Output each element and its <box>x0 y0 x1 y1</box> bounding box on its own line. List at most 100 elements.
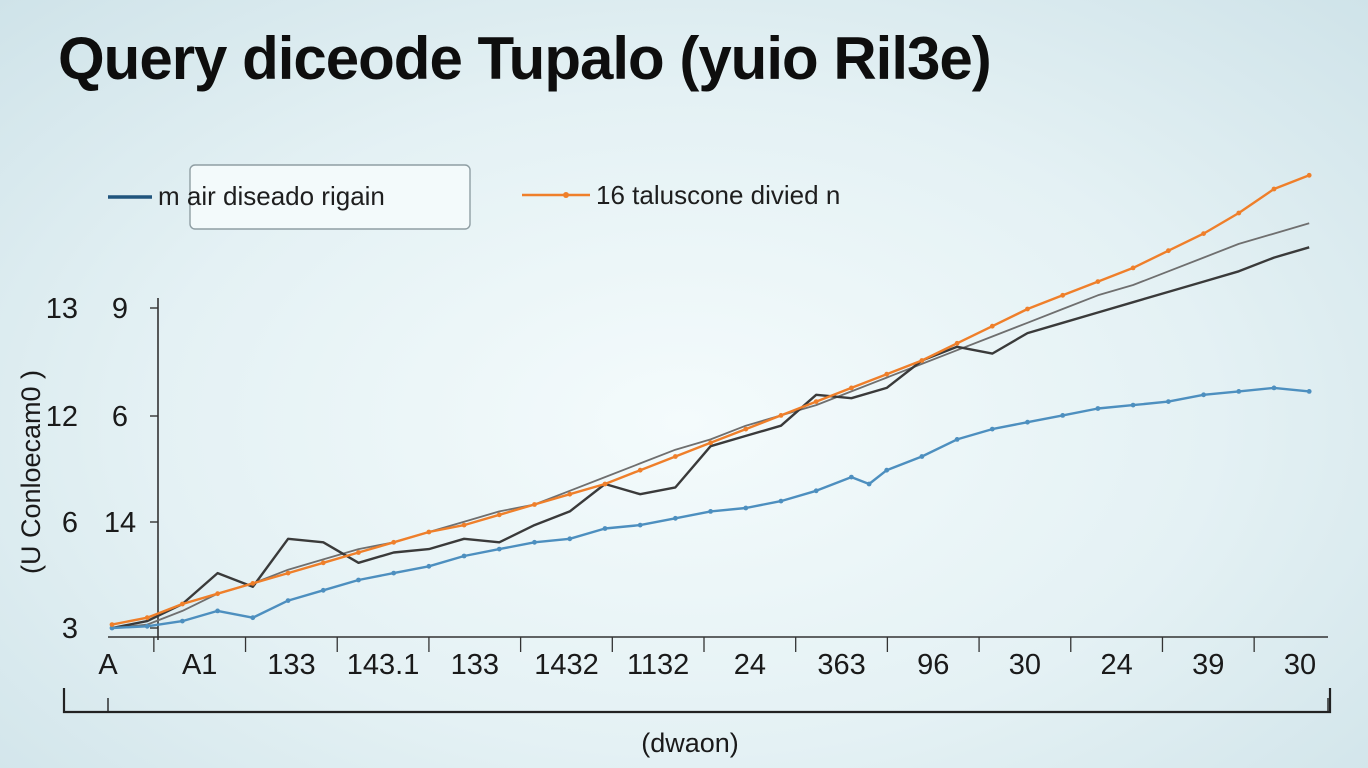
data-point <box>813 399 819 404</box>
data-point <box>215 591 221 597</box>
data-point <box>461 553 467 559</box>
data-point <box>602 526 608 531</box>
x-tick-label: 1432 <box>534 649 599 681</box>
data-point <box>356 577 361 583</box>
data-point <box>144 623 150 629</box>
data-point <box>215 608 221 614</box>
legend: m air diseado rigain 16 taluscone divied … <box>108 164 840 230</box>
data-point <box>884 467 890 473</box>
data-point <box>989 426 995 432</box>
data-point <box>743 426 749 432</box>
data-point <box>954 437 960 442</box>
x-tick-label: 133 <box>451 649 499 681</box>
data-point <box>496 546 502 552</box>
data-point <box>285 570 291 576</box>
data-point <box>1201 392 1206 398</box>
data-point <box>109 625 115 631</box>
y-tick-label: 13 <box>46 293 78 325</box>
data-point <box>1201 231 1206 237</box>
data-point <box>673 454 678 459</box>
data-point <box>1166 248 1171 254</box>
data-point <box>496 512 502 518</box>
data-point <box>356 550 361 555</box>
data-point <box>849 385 854 391</box>
legend-marker <box>563 192 569 198</box>
data-point <box>250 581 256 586</box>
x-tick-label: 143.1 <box>347 649 420 681</box>
data-point <box>532 539 537 545</box>
data-point <box>144 615 150 621</box>
data-point <box>884 371 890 377</box>
y-tick-label-secondary: 9 <box>112 293 128 325</box>
data-point <box>743 505 749 511</box>
y-ticks: 3 6 14 12 6 13 9 <box>46 293 158 645</box>
data-point <box>778 498 784 504</box>
data-point <box>637 522 643 528</box>
data-point <box>1095 406 1101 411</box>
data-point <box>567 491 573 497</box>
y-tick-label: 6 <box>62 507 78 539</box>
data-point <box>109 622 115 627</box>
data-point <box>637 467 643 473</box>
data-point <box>180 601 185 607</box>
data-point <box>778 413 784 418</box>
series-line <box>111 246 1310 630</box>
data-point <box>1306 389 1312 394</box>
data-point <box>567 536 573 542</box>
legend-label: 16 taluscone divied n <box>596 180 840 210</box>
data-point <box>180 618 185 624</box>
y-tick-label-secondary: 14 <box>104 507 136 539</box>
data-point <box>320 587 326 593</box>
x-axis-bracket <box>62 688 1332 714</box>
y-tick-label: 12 <box>46 401 78 433</box>
series-1 <box>109 172 1312 627</box>
data-point <box>1025 419 1030 425</box>
x-tick-label: 24 <box>734 649 766 681</box>
data-point <box>708 440 713 446</box>
axes <box>62 298 1332 714</box>
series-0 <box>109 385 1312 631</box>
x-tick-label: 96 <box>917 649 949 681</box>
data-point <box>813 488 819 494</box>
y-axis-label: (U Conloecam0 ) <box>16 370 46 574</box>
data-point <box>866 481 872 487</box>
data-point <box>391 570 397 576</box>
data-point <box>1130 402 1136 408</box>
series-layer <box>109 172 1312 631</box>
data-point <box>708 509 713 514</box>
x-tick-label: 133 <box>267 649 315 681</box>
data-point <box>426 563 432 569</box>
data-point <box>919 454 925 459</box>
data-point <box>602 481 608 487</box>
data-point <box>1025 306 1030 312</box>
x-tick-label: 39 <box>1192 649 1224 681</box>
data-point <box>673 515 678 521</box>
x-ticks: A A1 133 143.1 133 1432 1132 24 363 96 30 24 39 30 <box>98 637 1329 712</box>
series-line <box>111 222 1310 629</box>
series-line <box>111 174 1310 626</box>
series-line <box>111 386 1310 630</box>
data-point <box>919 358 925 363</box>
x-tick-label: 24 <box>1100 649 1132 681</box>
legend-label: m air diseado rigain <box>158 181 385 211</box>
data-point <box>1060 292 1066 298</box>
x-tick-label: 30 <box>1009 649 1041 681</box>
data-point <box>1271 385 1277 391</box>
data-point <box>1236 210 1242 216</box>
data-point <box>849 474 854 480</box>
data-point <box>391 539 397 545</box>
y-tick-label-secondary: 6 <box>112 401 128 433</box>
chart-title: Query diceode Tupalo (yuio Ril3e) <box>58 25 992 92</box>
x-tick-label: A1 <box>182 649 217 681</box>
data-point <box>250 615 256 621</box>
data-point <box>989 323 995 329</box>
data-point <box>1236 389 1242 394</box>
data-point <box>1095 279 1101 284</box>
data-point <box>320 560 326 566</box>
data-point <box>1166 399 1171 404</box>
data-point <box>954 340 960 346</box>
series-2 <box>111 246 1310 630</box>
series-3 <box>111 222 1310 629</box>
data-point <box>461 522 467 528</box>
